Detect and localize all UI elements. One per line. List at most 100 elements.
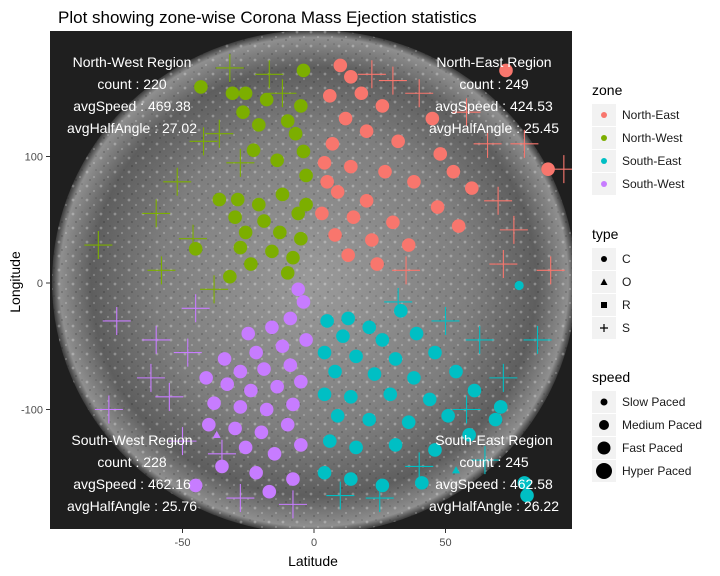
data-point (523, 325, 552, 354)
legend-type-title: type (592, 226, 619, 242)
data-point (317, 465, 332, 480)
data-point (254, 425, 269, 440)
data-point (375, 99, 390, 113)
data-point (238, 440, 253, 455)
data-point (168, 427, 197, 456)
legend-zone-key (601, 112, 607, 118)
data-point (273, 225, 287, 240)
data-point (283, 311, 298, 326)
data-point (207, 396, 221, 410)
data-point (238, 225, 253, 240)
region-north-east-line: avgSpeed : 424.53 (435, 98, 553, 114)
data-point (359, 124, 374, 138)
data-point (275, 187, 290, 202)
data-point (249, 345, 263, 360)
data-point (344, 472, 358, 486)
data-point (94, 395, 123, 424)
data-point (233, 400, 248, 414)
data-point (212, 192, 227, 207)
legend-label: North-West (622, 131, 683, 145)
data-point (425, 111, 440, 126)
data-point (452, 98, 481, 127)
data-point (233, 364, 248, 379)
data-point (344, 159, 358, 174)
data-point (541, 162, 555, 176)
data-point (488, 412, 503, 427)
data-point (317, 156, 332, 170)
legend-label: S (622, 321, 630, 335)
data-point (299, 197, 313, 212)
data-point (268, 79, 297, 108)
data-point (278, 490, 307, 519)
x-axis-title: Latitude (288, 553, 338, 569)
data-point (405, 79, 434, 108)
chart-title: Plot showing zone-wise Corona Mass Eject… (58, 8, 477, 27)
data-point (270, 379, 284, 394)
region-south-west-line: avgSpeed : 462.16 (73, 476, 191, 492)
x-tick-label: 50 (439, 537, 451, 549)
data-point (322, 434, 337, 448)
legend-speed-key (600, 398, 608, 406)
region-north-west-line: count : 220 (97, 76, 166, 92)
data-point (344, 70, 358, 84)
data-point (155, 382, 184, 411)
data-point (299, 168, 313, 183)
legend: zone North-East North-West South-East South-… (592, 82, 702, 482)
data-point (333, 58, 348, 73)
data-point (291, 206, 306, 221)
legend-zone-key (601, 135, 607, 141)
data-point (407, 371, 421, 385)
data-point (484, 186, 513, 215)
data-point (384, 287, 413, 316)
data-point (296, 295, 311, 309)
data-point (383, 387, 398, 402)
data-point (147, 256, 176, 285)
data-point (330, 409, 345, 423)
data-point (283, 358, 298, 373)
data-point (262, 484, 277, 499)
data-point (433, 147, 448, 161)
data-point (362, 320, 377, 335)
legend-label: R (622, 298, 631, 312)
data-point (405, 452, 434, 481)
data-point (317, 387, 332, 402)
data-point (200, 275, 229, 304)
legend-label: O (622, 275, 631, 289)
legend-label: Medium Paced (622, 418, 702, 432)
y-tick-label: 0 (37, 278, 43, 290)
data-point (375, 333, 390, 347)
region-north-east-line: avgHalfAngle : 25.45 (429, 120, 559, 136)
data-point (349, 349, 363, 364)
data-point (207, 439, 236, 468)
data-point (251, 197, 266, 212)
data-point (370, 257, 384, 271)
legend-type-key (600, 324, 608, 332)
region-north-west-line: avgHalfAngle : 27.02 (67, 120, 197, 136)
data-point (257, 362, 271, 376)
region-south-west-line: South-West Region (71, 432, 192, 448)
data-point (228, 210, 242, 225)
data-point (367, 367, 382, 381)
data-point (341, 248, 355, 262)
x-tick-label: -50 (175, 537, 191, 549)
data-point (189, 127, 218, 156)
data-point (393, 304, 408, 318)
region-south-west-line: avgHalfAngle : 25.76 (67, 498, 197, 514)
data-point (388, 352, 403, 366)
legend-zone-title: zone (592, 82, 623, 98)
y-tick-label: -100 (21, 405, 43, 417)
data-point (249, 465, 263, 480)
data-point (257, 214, 271, 228)
data-point (296, 144, 311, 159)
data-point (441, 409, 455, 423)
legend-type-key (601, 302, 607, 308)
data-point (259, 402, 274, 417)
legend-label: North-East (622, 108, 680, 122)
data-point (401, 415, 416, 429)
data-point (142, 199, 171, 228)
data-point (326, 481, 355, 510)
region-north-east-line: North-East Region (436, 54, 551, 70)
legend-speed-key (596, 463, 612, 479)
data-point (188, 242, 203, 256)
data-point (392, 256, 421, 285)
